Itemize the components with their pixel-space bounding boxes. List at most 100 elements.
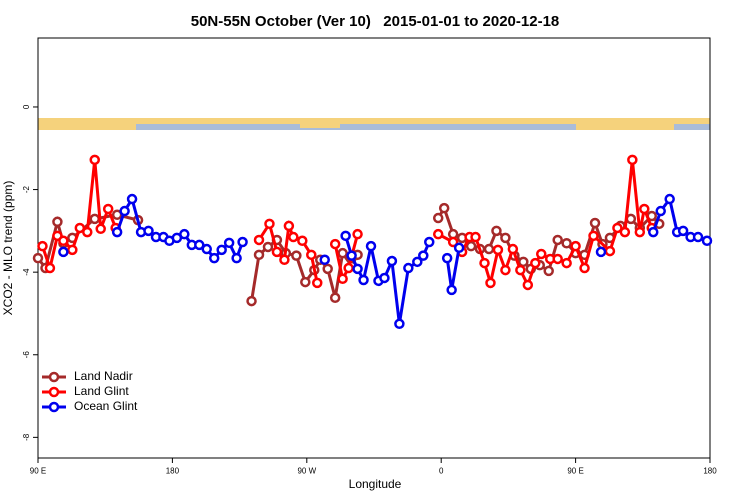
data-point	[271, 246, 283, 258]
data-point	[536, 248, 547, 260]
data-point	[365, 240, 377, 252]
data-point	[343, 262, 354, 274]
x-axis-label: Longitude	[349, 477, 402, 491]
data-point	[483, 243, 495, 255]
data-point	[664, 193, 675, 205]
land-ocean-strip	[38, 118, 710, 130]
legend-marker	[48, 401, 60, 413]
y-axis-label: XCO2 - MLO trend (ppm)	[1, 181, 15, 316]
data-point	[522, 279, 534, 291]
data-point	[403, 262, 414, 274]
data-point	[412, 256, 423, 268]
data-point	[394, 318, 405, 330]
y-tick-label: -2	[22, 185, 31, 193]
data-point	[58, 235, 69, 247]
y-tick-label: -8	[22, 433, 31, 441]
data-point	[300, 276, 311, 288]
data-point	[465, 240, 477, 252]
data-point	[32, 252, 44, 264]
x-tick-label: 90 W	[297, 467, 316, 476]
data-point	[543, 265, 554, 277]
data-point	[352, 228, 363, 240]
data-point	[82, 226, 93, 238]
data-point	[37, 240, 48, 252]
data-point	[126, 193, 138, 205]
data-point	[231, 252, 242, 264]
data-point	[111, 226, 123, 238]
data-point	[530, 257, 541, 269]
data-point	[329, 238, 341, 250]
data-point	[119, 205, 130, 217]
data-point	[470, 231, 481, 243]
data-point	[319, 254, 330, 266]
x-tick-label: 180	[703, 467, 717, 476]
data-point	[194, 239, 205, 251]
data-point	[297, 235, 308, 247]
legend-label: Land Glint	[74, 384, 129, 398]
data-point	[143, 225, 154, 237]
data-point	[561, 238, 572, 249]
data-point	[44, 262, 56, 274]
data-point	[552, 253, 563, 265]
data-point	[595, 246, 607, 258]
data-point	[386, 255, 398, 267]
data-point	[492, 244, 504, 256]
data-point	[634, 226, 646, 238]
data-point	[570, 240, 581, 252]
data-point	[291, 250, 302, 261]
data-point	[288, 231, 299, 243]
data-point	[485, 277, 496, 289]
data-point	[441, 252, 453, 264]
data-point	[432, 228, 444, 240]
data-point	[561, 257, 572, 269]
data-point	[208, 252, 220, 264]
data-point	[67, 244, 78, 256]
data-point	[515, 264, 526, 276]
data-point	[692, 231, 704, 243]
legend-label: Ocean Glint	[74, 399, 138, 413]
data-point	[337, 273, 348, 285]
data-point	[604, 245, 616, 257]
x-tick-label: 90 E	[567, 467, 583, 476]
land-strip	[38, 118, 136, 130]
data-point	[358, 274, 369, 286]
data-point	[74, 222, 86, 234]
data-point	[655, 205, 666, 217]
land-strip	[576, 118, 674, 130]
data-point	[262, 241, 274, 253]
y-tick-label: 0	[22, 104, 31, 109]
data-point	[627, 154, 638, 166]
data-point	[306, 249, 317, 261]
data-point	[58, 246, 69, 258]
data-point	[102, 203, 114, 215]
data-point	[216, 244, 227, 256]
data-point	[337, 247, 348, 259]
data-point	[322, 263, 333, 275]
land-strip	[38, 118, 710, 124]
data-point	[418, 250, 429, 261]
data-point	[625, 213, 637, 225]
data-point	[89, 154, 100, 166]
data-point	[518, 256, 529, 268]
data-point	[283, 220, 295, 232]
data-point	[201, 243, 212, 255]
x-tick-label: 0	[439, 467, 444, 476]
data-point	[701, 235, 713, 247]
data-point	[479, 257, 490, 269]
chart-title: 50N-55N October (Ver 10) 2015-01-01 to 2…	[191, 13, 560, 30]
data-point	[453, 242, 465, 254]
data-point	[648, 226, 659, 238]
data-point	[424, 236, 435, 248]
data-point	[447, 236, 459, 248]
data-point	[253, 249, 265, 261]
data-point	[500, 232, 511, 244]
data-point	[588, 230, 599, 242]
legend-label: Land Nadir	[74, 369, 133, 383]
data-point	[179, 228, 190, 240]
data-point	[491, 225, 502, 237]
data-point	[552, 234, 563, 246]
data-point	[253, 234, 265, 246]
x-tick-label: 180	[166, 467, 180, 476]
data-point	[612, 222, 623, 234]
